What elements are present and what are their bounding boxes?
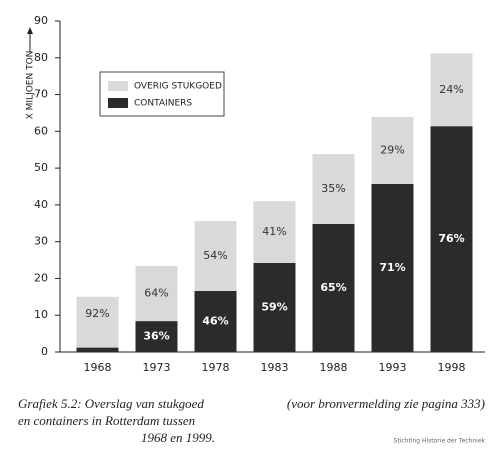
y-tick-label: 0 xyxy=(41,345,48,358)
bar-segment xyxy=(135,265,178,322)
legend-label: OVERIG STUKGOED xyxy=(134,82,222,92)
x-tick-label: 1973 xyxy=(143,361,171,374)
bar-segment xyxy=(430,53,473,127)
segment-label: 46% xyxy=(202,314,228,327)
caption-line: en containers in Rotterdam tussen xyxy=(18,413,195,428)
bar-segment xyxy=(312,224,355,352)
y-tick-label: 10 xyxy=(34,308,48,321)
y-tick-label: 80 xyxy=(34,51,48,64)
source-note: (voor bronvermelding zie pagina 333) xyxy=(287,396,485,411)
segment-label: 64% xyxy=(144,287,168,300)
y-tick-label: 70 xyxy=(34,88,48,101)
bar-segment xyxy=(76,347,119,352)
y-tick-label: 40 xyxy=(34,198,48,211)
segment-label: 24% xyxy=(439,83,463,96)
bar-segment xyxy=(312,154,355,225)
segment-label: 65% xyxy=(320,281,346,294)
axis-arrow-head xyxy=(27,27,33,34)
credit: Stichting Historie der Techniek xyxy=(394,438,486,445)
bar-segment xyxy=(76,296,119,348)
bar-segment xyxy=(371,183,414,352)
x-tick-label: 1968 xyxy=(84,361,112,374)
x-tick-label: 1988 xyxy=(320,361,348,374)
bar-segment xyxy=(253,262,296,352)
segment-label: 71% xyxy=(379,261,405,274)
y-tick-label: 90 xyxy=(34,14,48,27)
caption-line: 1968 en 1999. xyxy=(141,430,215,445)
caption-line: Grafiek 5.2: Overslag van stukgoed xyxy=(18,396,204,411)
y-tick-label: 30 xyxy=(34,235,48,248)
y-tick-label: 20 xyxy=(34,271,48,284)
x-tick-label: 1983 xyxy=(261,361,289,374)
segment-label: 41% xyxy=(262,225,286,238)
legend-swatch xyxy=(108,81,128,91)
bar-segment xyxy=(194,221,237,291)
legend-box xyxy=(99,71,225,117)
y-tick-label: 60 xyxy=(34,124,48,137)
legend-swatch xyxy=(108,98,128,108)
x-tick-label: 1978 xyxy=(202,361,230,374)
x-tick-label: 1998 xyxy=(438,361,466,374)
bar-segment xyxy=(194,290,237,352)
bar-segment xyxy=(430,126,473,352)
segment-label: 35% xyxy=(321,182,345,195)
bar-segment xyxy=(135,321,178,352)
segment-label: 54% xyxy=(203,249,227,262)
segment-label: 36% xyxy=(143,330,169,343)
segment-label: 29% xyxy=(380,143,404,156)
bar-segment xyxy=(371,116,414,184)
segment-label: 59% xyxy=(261,300,287,313)
bar-segment xyxy=(253,201,296,263)
segment-label: 76% xyxy=(438,232,464,245)
y-axis-label: X MILJOEN TON xyxy=(26,51,36,120)
y-tick-label: 50 xyxy=(34,161,48,174)
legend-label: CONTAINERS xyxy=(134,99,192,109)
segment-label: 92% xyxy=(85,307,109,320)
x-tick-label: 1993 xyxy=(379,361,407,374)
